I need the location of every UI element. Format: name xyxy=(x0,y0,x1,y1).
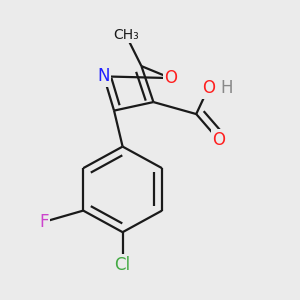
Text: F: F xyxy=(39,213,49,231)
Text: N: N xyxy=(98,68,110,85)
Text: O: O xyxy=(164,69,177,87)
Text: H: H xyxy=(221,80,233,98)
Text: O: O xyxy=(212,131,225,149)
Text: O: O xyxy=(202,80,215,98)
Text: Cl: Cl xyxy=(115,256,131,274)
Text: CH₃: CH₃ xyxy=(113,28,139,42)
